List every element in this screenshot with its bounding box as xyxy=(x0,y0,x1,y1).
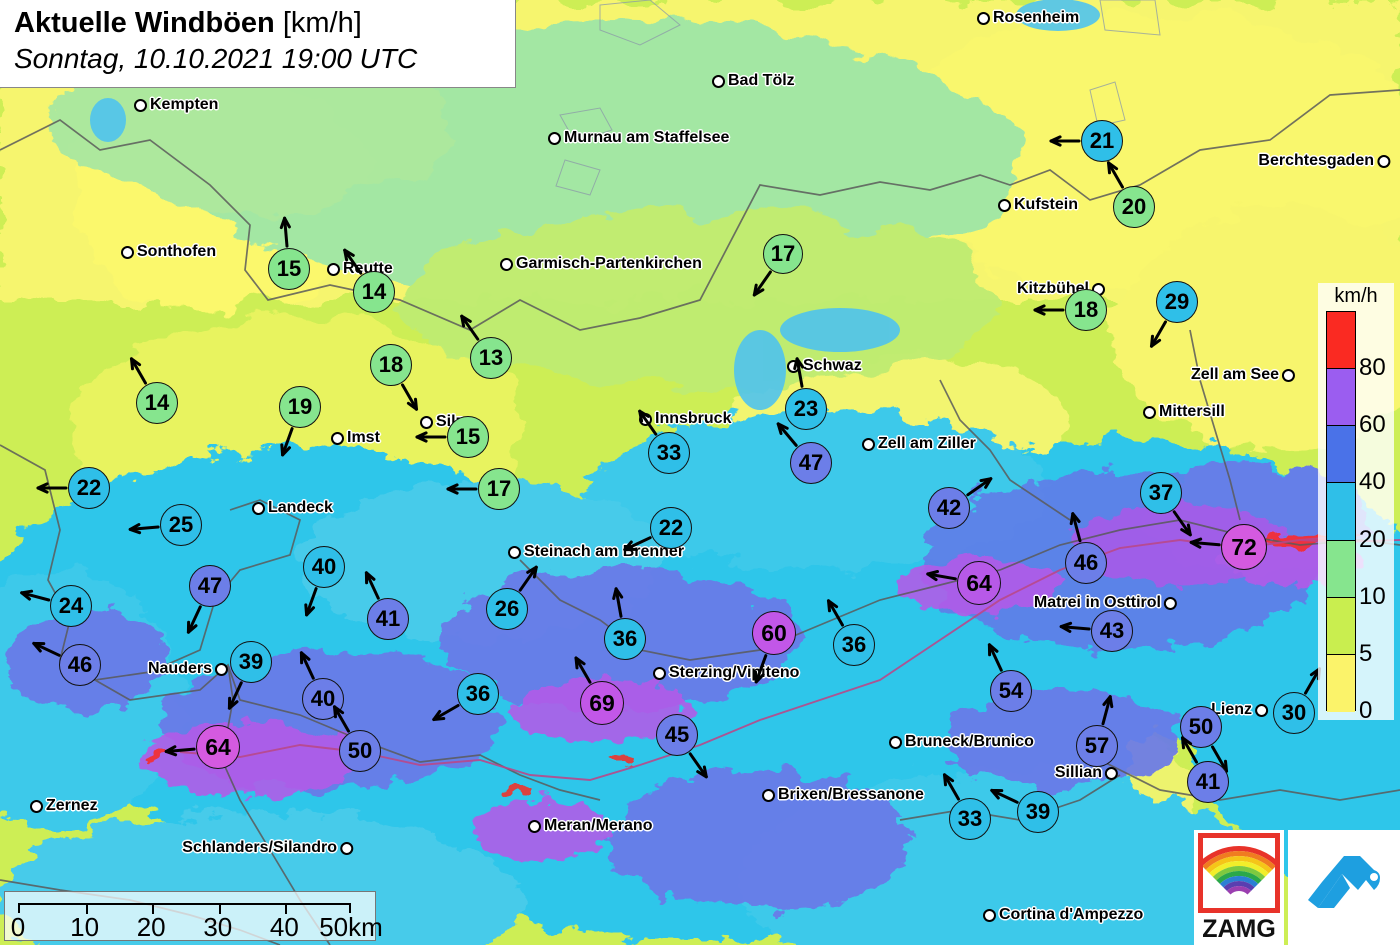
rainbow-arc-1 xyxy=(1203,851,1275,908)
wind-gust-value[interactable]: 57 xyxy=(1076,725,1118,767)
wind-gust-value[interactable]: 18 xyxy=(370,344,412,386)
wind-gust-value[interactable]: 40 xyxy=(303,546,345,588)
scale-tick-4 xyxy=(285,905,288,914)
wind-gust-value[interactable]: 47 xyxy=(189,565,231,607)
scale-label-1: 10 xyxy=(70,912,100,942)
wind-gust-value[interactable]: 50 xyxy=(1180,706,1222,748)
wind-gust-value[interactable]: 47 xyxy=(790,442,832,484)
rainbow-arc-7 xyxy=(1217,881,1261,908)
scale-label-0: 0 xyxy=(10,912,26,942)
wind-gust-value[interactable]: 33 xyxy=(949,798,991,840)
rainbow-arc-4 xyxy=(1203,866,1275,908)
wind-gust-value[interactable]: 21 xyxy=(1081,120,1123,162)
wind-gust-value[interactable]: 20 xyxy=(1113,186,1155,228)
mountain-peak-icon xyxy=(1308,856,1380,908)
scale-label-5: 50km xyxy=(319,912,383,942)
wind-gust-value[interactable]: 22 xyxy=(68,467,110,509)
legend-band-3 xyxy=(1327,483,1355,541)
legend-band-2 xyxy=(1327,426,1355,484)
zamg-rainbow-icon xyxy=(1198,833,1280,913)
wind-gust-value[interactable]: 36 xyxy=(457,673,499,715)
rainbow-arc-0 xyxy=(1203,846,1275,908)
wind-gust-value[interactable]: 15 xyxy=(268,248,310,290)
page-title: Aktuelle Windböen [km/h] xyxy=(14,6,505,40)
wind-gust-value[interactable]: 54 xyxy=(990,670,1032,712)
wind-gust-value[interactable]: 26 xyxy=(486,588,528,630)
wind-gust-value[interactable]: 37 xyxy=(1140,472,1182,514)
wind-gust-value[interactable]: 17 xyxy=(763,234,803,274)
legend-tick-10: 10 xyxy=(1359,582,1386,610)
wind-gust-value[interactable]: 22 xyxy=(650,507,692,549)
legend-tick-5: 5 xyxy=(1359,639,1373,667)
legend-unit-label: km/h xyxy=(1334,285,1378,307)
wind-gust-value[interactable]: 33 xyxy=(648,432,690,474)
wind-gust-value[interactable]: 15 xyxy=(447,416,489,458)
legend-color-bar xyxy=(1326,311,1356,712)
legend-tick-40: 40 xyxy=(1359,468,1386,496)
wind-gust-value[interactable]: 23 xyxy=(785,388,827,430)
wind-gust-value[interactable]: 36 xyxy=(833,624,875,666)
scale-label-4: 40 xyxy=(269,912,299,942)
wind-gust-value[interactable]: 41 xyxy=(1187,761,1229,803)
legend-band-5 xyxy=(1327,597,1355,655)
wind-gust-value[interactable]: 50 xyxy=(339,730,381,772)
title-unit: [km/h] xyxy=(282,7,362,39)
wind-gust-value[interactable]: 72 xyxy=(1221,524,1267,570)
scale-tick-1 xyxy=(85,905,88,914)
wind-gust-value[interactable]: 40 xyxy=(302,678,344,720)
title-subtitle: Sonntag, 10.10.2021 19:00 UTC xyxy=(14,43,418,74)
legend-band-4 xyxy=(1327,540,1355,598)
legend-band-6 xyxy=(1327,654,1355,712)
scale-label-2: 20 xyxy=(136,912,166,942)
wind-gust-value[interactable]: 41 xyxy=(367,598,409,640)
rainbow-arc-8 xyxy=(1222,886,1256,908)
wind-gust-value[interactable]: 60 xyxy=(752,611,796,655)
wind-gust-value[interactable]: 64 xyxy=(196,725,240,769)
rainbow-arc-5 xyxy=(1207,871,1271,908)
scale-rule xyxy=(18,903,351,914)
rainbow-arc-2 xyxy=(1203,856,1275,908)
legend-tick-0: 0 xyxy=(1359,697,1373,724)
legend-tick-80: 80 xyxy=(1359,354,1386,382)
legend-band-0 xyxy=(1327,312,1355,370)
wind-gust-value[interactable]: 42 xyxy=(928,487,970,529)
wind-gust-value[interactable]: 14 xyxy=(353,271,395,313)
wind-gust-value[interactable]: 25 xyxy=(160,504,202,546)
rainbow-arc-3 xyxy=(1203,861,1275,908)
wind-gust-value[interactable]: 14 xyxy=(136,382,178,424)
wind-gust-value[interactable]: 43 xyxy=(1091,610,1133,652)
scale-tick-3 xyxy=(218,905,221,914)
legend-tick-20: 20 xyxy=(1359,525,1386,553)
title-main: Aktuelle Windböen xyxy=(14,7,275,39)
wind-gust-value[interactable]: 39 xyxy=(230,641,272,683)
zamg-logo-text: ZAMG xyxy=(1202,915,1276,943)
wind-gust-value[interactable]: 39 xyxy=(1017,791,1059,833)
wind-gust-value[interactable]: 64 xyxy=(957,561,1001,605)
wind-gust-value[interactable]: 36 xyxy=(604,618,646,660)
wind-gust-value[interactable]: 45 xyxy=(656,714,698,756)
scale-bar: 0 10 20 30 40 50km xyxy=(4,891,383,942)
title-box: Aktuelle Windböen [km/h] Sonntag, 10.10.… xyxy=(0,0,516,88)
wind-gust-value[interactable]: 29 xyxy=(1156,281,1198,323)
zamg-logo: ZAMG xyxy=(1194,830,1284,945)
legend-tick-60: 60 xyxy=(1359,411,1386,439)
wind-gust-value[interactable]: 30 xyxy=(1273,692,1315,734)
scale-tick-2 xyxy=(152,905,155,914)
wind-gust-value[interactable]: 18 xyxy=(1065,289,1107,331)
wind-gust-value[interactable]: 17 xyxy=(478,468,520,510)
color-legend: km/h 80 60 40 20 10 5 0 xyxy=(1318,283,1394,724)
scale-label-3: 30 xyxy=(203,912,233,942)
wind-gust-value[interactable]: 13 xyxy=(470,337,512,379)
rainbow-arc-6 xyxy=(1212,876,1266,908)
legend-band-1 xyxy=(1327,369,1355,427)
wind-gust-value[interactable]: 46 xyxy=(1065,542,1107,584)
wind-gust-value[interactable]: 46 xyxy=(59,644,101,686)
wind-gust-value[interactable]: 19 xyxy=(279,386,321,428)
wind-gust-value[interactable]: 24 xyxy=(50,585,92,627)
wind-gust-value[interactable]: 69 xyxy=(580,681,624,725)
geosphere-peak-logo xyxy=(1288,830,1400,945)
